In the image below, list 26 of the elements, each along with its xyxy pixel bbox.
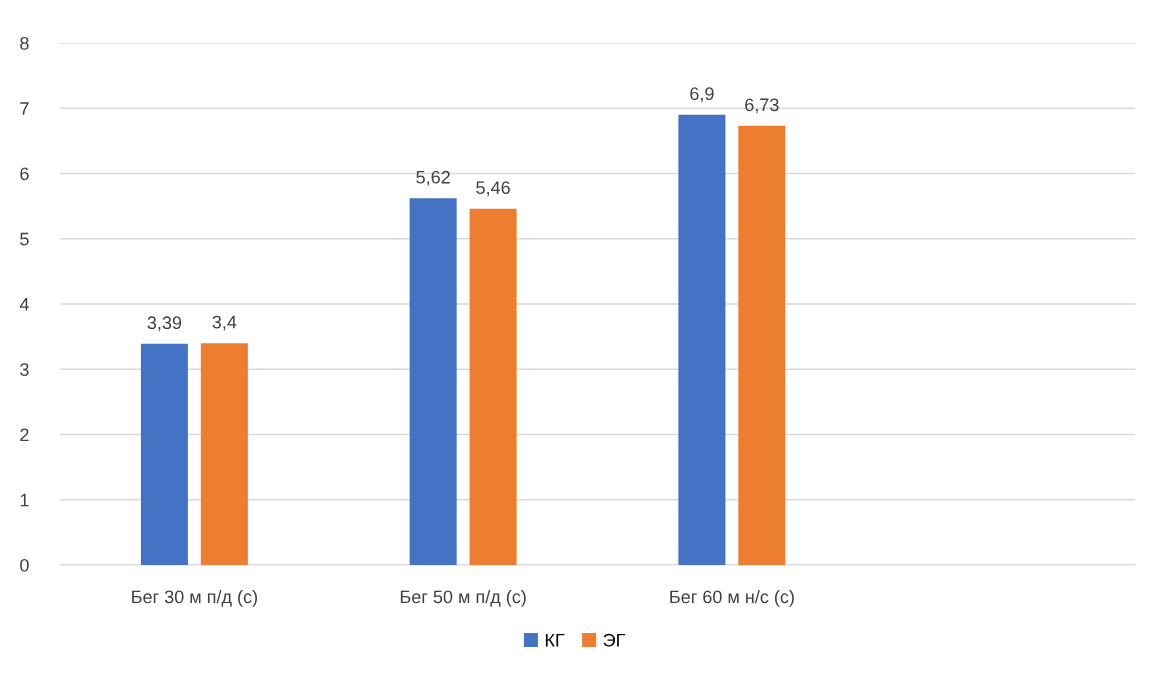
bar: [200, 343, 248, 565]
legend-label: ЭГ: [603, 633, 626, 647]
bar: [678, 114, 726, 565]
bar: [140, 343, 188, 565]
data-label: 5,46: [476, 181, 510, 197]
data-label: 6,9: [690, 87, 714, 103]
y-tick-label: 0: [20, 558, 29, 572]
y-tick-label: 3: [20, 363, 29, 376]
bar: [409, 198, 457, 565]
data-label: 5,62: [416, 170, 450, 186]
y-tick-label: 5: [20, 232, 29, 246]
y-tick-label: 7: [20, 102, 29, 115]
bar: [738, 125, 786, 565]
x-tick-label: Бег 50 м п/д (с): [400, 590, 526, 607]
x-tick-label: Бег 30 м п/д (с): [132, 590, 257, 607]
legend-label: КГ: [545, 633, 565, 647]
y-tick-label: 8: [20, 36, 29, 50]
y-tick-label: 4: [19, 298, 29, 311]
bar: [469, 208, 517, 565]
data-label: 3,4: [212, 315, 237, 331]
data-label: 3,39: [147, 316, 182, 332]
y-tick-label: 2: [20, 428, 29, 442]
x-tick-label: Бег 60 м н/с (с): [670, 590, 794, 607]
data-label: 6,73: [745, 98, 779, 114]
y-tick-label: 6: [20, 167, 29, 181]
y-tick-label: 1: [20, 493, 29, 507]
